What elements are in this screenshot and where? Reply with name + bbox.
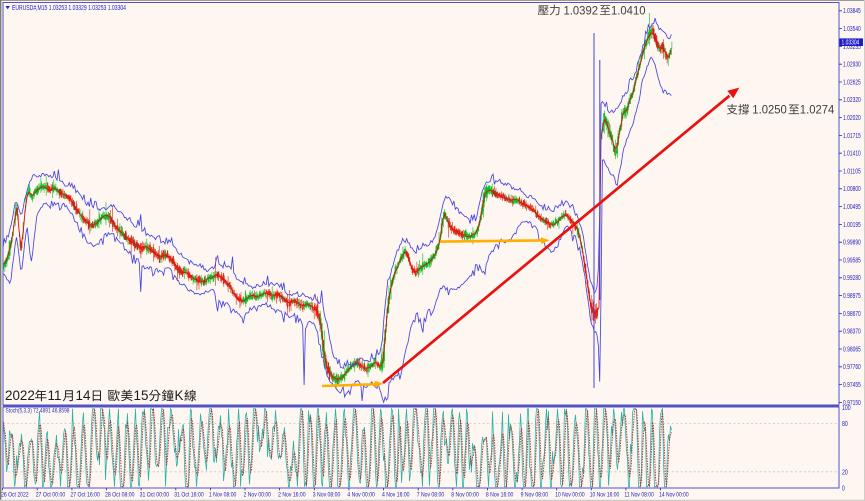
svg-text:31 Oct 16:00: 31 Oct 16:00 xyxy=(174,492,204,499)
svg-text:1.03235: 1.03235 xyxy=(843,44,861,51)
svg-text:1.00195: 1.00195 xyxy=(843,222,861,229)
svg-text:20: 20 xyxy=(842,469,848,476)
svg-text:1.02320: 1.02320 xyxy=(843,97,861,104)
svg-text:1.00495: 1.00495 xyxy=(843,204,861,211)
svg-text:0.99585: 0.99585 xyxy=(843,257,861,264)
svg-text:11: 11 xyxy=(48,388,62,403)
svg-text:4 Nov 16:00: 4 Nov 16:00 xyxy=(382,492,410,499)
svg-text:1.01105: 1.01105 xyxy=(843,168,861,175)
svg-text:1.03304: 1.03304 xyxy=(842,40,860,47)
svg-text:1.02020: 1.02020 xyxy=(843,115,861,122)
svg-text:3 Nov 08:00: 3 Nov 08:00 xyxy=(313,492,341,499)
svg-text:1.03540: 1.03540 xyxy=(843,26,861,33)
svg-text:0.98670: 0.98670 xyxy=(843,311,861,318)
svg-text:1.00800: 1.00800 xyxy=(843,186,861,193)
svg-text:1.02625: 1.02625 xyxy=(843,79,861,86)
svg-text:1.0274: 1.0274 xyxy=(800,104,835,117)
svg-text:2 Nov 00:00: 2 Nov 00:00 xyxy=(244,492,272,499)
svg-text:0.99890: 0.99890 xyxy=(843,240,861,247)
svg-text:11 Nov 08:00: 11 Nov 08:00 xyxy=(624,492,654,499)
svg-text:10 Nov 16:00: 10 Nov 16:00 xyxy=(590,492,620,499)
svg-text:7 Nov 08:00: 7 Nov 08:00 xyxy=(417,492,445,499)
svg-text:0.97455: 0.97455 xyxy=(843,382,861,389)
svg-text:100: 100 xyxy=(842,405,851,412)
svg-text:0.98975: 0.98975 xyxy=(843,293,861,300)
svg-text:27 Oct 16:00: 27 Oct 16:00 xyxy=(70,492,100,499)
svg-text:0.98370: 0.98370 xyxy=(843,329,861,336)
svg-text:80: 80 xyxy=(842,421,848,428)
svg-text:8 Nov 00:00: 8 Nov 00:00 xyxy=(451,492,479,499)
svg-text:14 Nov 00:00: 14 Nov 00:00 xyxy=(659,492,689,499)
svg-text:15: 15 xyxy=(134,388,149,403)
svg-text:1.0250: 1.0250 xyxy=(752,104,787,117)
svg-text:1.02930: 1.02930 xyxy=(843,62,861,69)
svg-text:1.01410: 1.01410 xyxy=(843,151,861,158)
svg-text:31 Oct 00:00: 31 Oct 00:00 xyxy=(140,492,170,499)
svg-text:27 Oct 00:00: 27 Oct 00:00 xyxy=(36,492,66,499)
svg-text:1.01715: 1.01715 xyxy=(843,133,861,140)
svg-text:26 Oct 2022: 26 Oct 2022 xyxy=(1,492,29,499)
svg-text:0.98065: 0.98065 xyxy=(843,346,861,353)
svg-text:EURUSD#,M15 1.03253 1.03329 1: EURUSD#,M15 1.03253 1.03329 1.03253 1.03… xyxy=(12,3,126,12)
svg-text:Stoch(5,3,3) 72.4891 46.8598: Stoch(5,3,3) 72.4891 46.8598 xyxy=(6,408,70,415)
svg-text:9 Nov 08:00: 9 Nov 08:00 xyxy=(521,492,549,499)
svg-text:1 Nov 08:00: 1 Nov 08:00 xyxy=(209,492,237,499)
svg-text:14: 14 xyxy=(76,388,91,403)
svg-text:1.03845: 1.03845 xyxy=(843,8,861,15)
svg-text:8 Nov 16:00: 8 Nov 16:00 xyxy=(486,492,514,499)
svg-text:1.0392: 1.0392 xyxy=(564,4,599,17)
svg-text:0: 0 xyxy=(842,485,845,492)
svg-text:2022: 2022 xyxy=(5,388,35,403)
svg-text:4 Nov 00:00: 4 Nov 00:00 xyxy=(347,492,375,499)
svg-text:0.97760: 0.97760 xyxy=(843,364,861,371)
svg-text:0.99280: 0.99280 xyxy=(843,275,861,282)
svg-text:2 Nov 16:00: 2 Nov 16:00 xyxy=(278,492,306,499)
svg-text:1.0410: 1.0410 xyxy=(611,4,646,17)
svg-text:28 Oct 08:00: 28 Oct 08:00 xyxy=(105,492,135,499)
svg-text:0.97150: 0.97150 xyxy=(843,400,861,407)
svg-text:10 Nov 00:00: 10 Nov 00:00 xyxy=(555,492,585,499)
svg-text:K: K xyxy=(175,388,184,403)
